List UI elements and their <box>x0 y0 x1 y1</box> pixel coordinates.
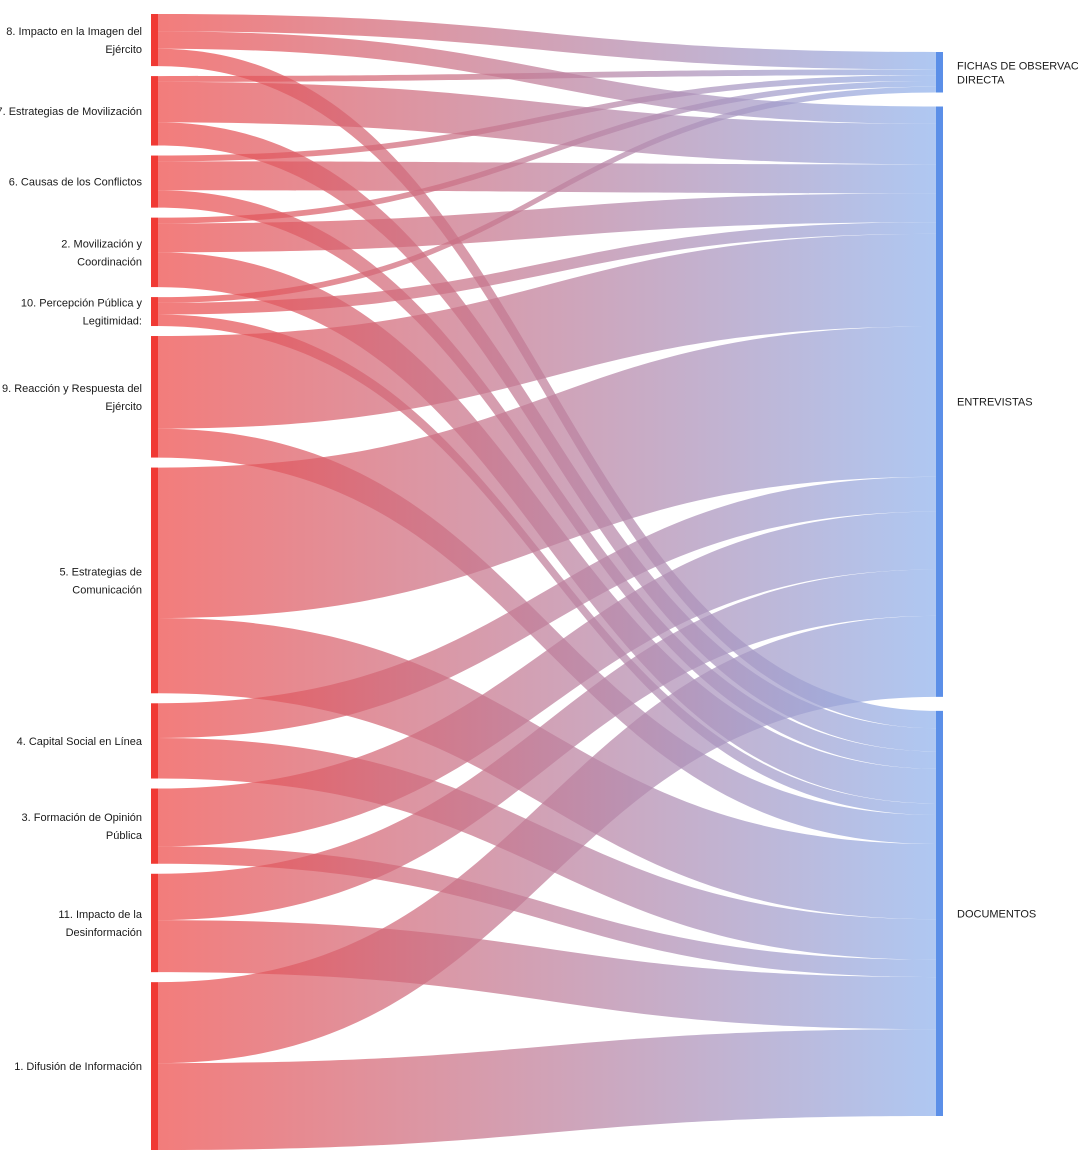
link-s10-to-fichas <box>158 86 936 303</box>
source-label-s7: 7. Estrategias de Movilización <box>0 106 142 118</box>
link-s2-to-fichas <box>158 80 936 224</box>
source-label-s8: 8. Impacto en la Imagen del Ejército <box>6 26 142 56</box>
source-node-s8 <box>151 14 158 67</box>
link-s6-to-fichas <box>158 75 936 162</box>
source-label-s1: 1. Difusión de Información <box>14 1061 142 1073</box>
target-node-documentos <box>936 710 943 1116</box>
source-label-s10: 10. Percepción Pública y Legitimidad: <box>21 298 143 328</box>
source-node-s1 <box>151 982 158 1150</box>
link-s4-to-entrevistas <box>158 476 936 739</box>
source-node-s4 <box>151 703 158 779</box>
target-label-documentos: DOCUMENTOS <box>957 908 1036 920</box>
source-label-s6: 6. Causas de los Conflictos <box>9 177 143 189</box>
sankey-nodes <box>151 14 943 1150</box>
source-node-s2 <box>151 217 158 288</box>
source-label-s9: 9. Reacción y Respuesta del Ejército <box>2 383 142 413</box>
link-s3-to-entrevistas <box>158 511 936 847</box>
source-node-s9 <box>151 336 158 458</box>
sankey-labels: 8. Impacto en la Imagen del Ejército 7. Es… <box>0 26 1078 1073</box>
link-s1-to-documentos <box>158 1029 936 1150</box>
link-s11-to-entrevistas <box>158 569 936 921</box>
source-node-s7 <box>151 76 158 146</box>
link-s9-to-entrevistas <box>158 233 936 429</box>
link-s2-to-entrevistas <box>158 193 936 253</box>
link-s3-to-documentos <box>158 846 936 978</box>
source-node-s5 <box>151 467 158 694</box>
source-label-s2: 2. Movilización y Coordinación <box>61 238 142 268</box>
target-node-fichas <box>936 52 943 93</box>
source-label-s3: 3. Formación de Opinión Pública <box>22 812 143 842</box>
link-s7-to-entrevistas <box>158 81 936 165</box>
source-node-s3 <box>151 788 158 864</box>
link-s6-to-entrevistas <box>158 161 936 194</box>
target-label-fichas: FICHAS DE OBSERVACIONDIRECTA <box>957 60 1078 86</box>
link-s8-to-fichas <box>158 14 936 70</box>
link-s5-to-entrevistas <box>158 326 936 619</box>
link-s10-to-documentos <box>158 314 936 816</box>
link-s10-to-entrevistas <box>158 222 936 315</box>
target-node-entrevistas <box>936 106 943 697</box>
source-label-s4: 4. Capital Social en Línea <box>17 736 143 748</box>
link-s8-to-documentos <box>158 48 936 729</box>
source-node-s11 <box>151 873 158 973</box>
target-label-entrevistas: ENTREVISTAS <box>957 397 1033 409</box>
link-s1-to-entrevistas <box>158 615 936 1064</box>
source-label-s5: 5. Estrategias de Comunicación <box>59 566 142 596</box>
source-label-s11: 11. Impacto de la Desinformación <box>58 909 142 939</box>
link-s9-to-documentos <box>158 428 936 844</box>
sankey-links <box>158 14 936 1150</box>
link-s7-to-fichas <box>158 69 936 82</box>
source-node-s10 <box>151 297 158 327</box>
source-node-s6 <box>151 155 158 208</box>
